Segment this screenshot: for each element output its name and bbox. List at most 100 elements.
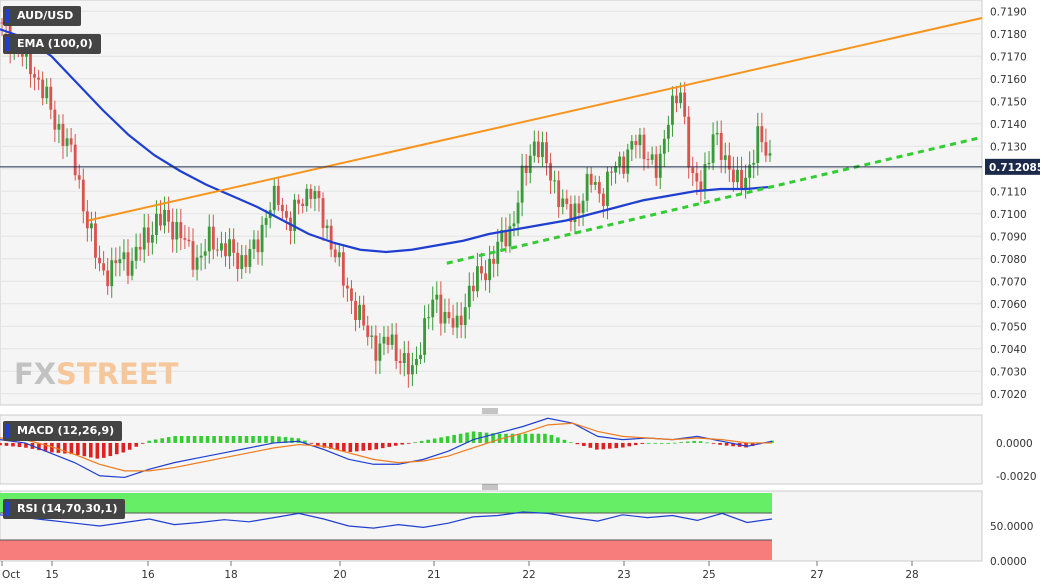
ema-label[interactable]: EMA (100,0)	[3, 34, 101, 54]
candle-body	[691, 167, 695, 173]
candle-body	[146, 227, 150, 243]
candle-body	[731, 169, 735, 183]
candle-body	[528, 155, 532, 173]
macd-histogram-bar	[653, 442, 658, 444]
macd-histogram-bar	[89, 442, 93, 458]
candle-body	[61, 123, 65, 146]
candle-body	[374, 335, 378, 361]
macd-histogram-bar	[484, 432, 489, 443]
macd-plot-area	[0, 414, 983, 485]
macd-histogram-bar	[342, 442, 346, 452]
candle-body	[354, 300, 357, 320]
candle-body	[350, 288, 353, 301]
macd-histogram-bar	[374, 442, 379, 450]
candle-body	[382, 336, 386, 344]
candle-body	[122, 252, 126, 260]
candle-body	[378, 343, 382, 361]
candle-body	[715, 132, 719, 135]
candle-body	[736, 169, 739, 183]
candle-body	[37, 77, 41, 80]
macd-histogram-bar	[257, 436, 262, 443]
macd-histogram-bar	[471, 431, 476, 443]
candle-body	[512, 223, 516, 227]
macd-histogram-bar	[335, 442, 340, 451]
y-tick-label: 0.7130	[990, 141, 1027, 153]
macd-histogram-bar	[329, 442, 333, 449]
candle-body	[73, 144, 77, 176]
lower-trendline	[446, 135, 983, 265]
candle-body	[585, 173, 589, 201]
candle-body	[532, 141, 536, 156]
macd-histogram-bar	[445, 436, 450, 443]
macd-histogram-bar	[296, 438, 301, 443]
candle-body	[545, 142, 548, 164]
candle-body	[419, 354, 422, 360]
macd-histogram-bar	[536, 433, 541, 443]
macd-histogram-bar	[140, 442, 145, 444]
macd-histogram-bar	[659, 442, 664, 444]
candle-body	[232, 239, 236, 253]
candle-body	[662, 138, 666, 154]
candle-body	[581, 200, 585, 213]
macd-histogram-bar	[627, 442, 632, 447]
macd-histogram-bar	[309, 442, 314, 444]
macd-label[interactable]: MACD (12,26,9)	[3, 421, 123, 441]
macd-histogram-bar	[251, 436, 255, 443]
macd-histogram-bar	[225, 436, 229, 443]
y-tick-label: 0.7100	[990, 209, 1027, 221]
main-plot-area	[0, 0, 983, 406]
rsi-line	[0, 511, 773, 529]
candle-body	[118, 259, 122, 264]
macd-histogram-bar	[212, 436, 216, 443]
y-tick-label: 0.7060	[990, 299, 1027, 311]
candle-body	[297, 199, 301, 204]
candle-body	[451, 318, 455, 328]
candle-body	[427, 317, 431, 319]
rsi-label[interactable]: RSI (14,70,30,1)	[3, 499, 126, 519]
candle-body	[642, 134, 646, 160]
candle-body	[484, 273, 487, 281]
macd-histogram-bar	[238, 436, 242, 443]
candle-body	[740, 169, 743, 189]
candle-body	[549, 163, 552, 181]
candle-body	[443, 311, 447, 324]
macd-histogram-bar	[17, 442, 22, 448]
candle-body	[240, 255, 244, 269]
candle-body	[45, 86, 49, 99]
y-tick-label: 0.7150	[990, 96, 1027, 108]
macd-histogram-bar	[192, 436, 197, 443]
macd-histogram-bar	[608, 442, 612, 449]
y-tick-label: 0.7020	[990, 389, 1027, 401]
candle-body	[699, 181, 703, 191]
macd-histogram-bar	[497, 433, 502, 443]
macd-histogram-bar	[290, 437, 294, 443]
macd-histogram-bar	[199, 436, 203, 443]
macd-histogram-bar	[432, 438, 437, 443]
panel-resize-handle-2[interactable]	[482, 484, 498, 490]
candle-body	[244, 255, 248, 267]
candle-body	[638, 134, 642, 146]
candle-body	[671, 95, 674, 125]
y-tick-label: 0.7110	[990, 186, 1027, 198]
y-tick-label: 0.7030	[990, 366, 1027, 378]
candle-body	[459, 315, 463, 326]
macd-histogram-bar	[11, 442, 15, 447]
candle-body	[711, 134, 715, 163]
candle-body	[362, 304, 366, 326]
candle-body	[159, 213, 162, 226]
candle-body	[57, 123, 61, 130]
macd-histogram-bar	[37, 442, 41, 451]
x-tick-label: 27	[810, 569, 823, 581]
candle-body	[496, 241, 500, 264]
macd-histogram-bar	[640, 442, 645, 444]
panel-resize-handle-1[interactable]	[482, 408, 498, 414]
time-axis: Oct 15 16 18 20 21 22 23 25 27 28	[1, 561, 919, 581]
macd-histogram-bar	[465, 432, 469, 443]
symbol-label[interactable]: AUD/USD	[3, 6, 82, 26]
candle-body	[768, 153, 772, 156]
macd-histogram-bar	[82, 442, 87, 457]
candle-body	[272, 185, 276, 211]
candle-body	[69, 138, 73, 145]
candle-body	[565, 198, 569, 205]
